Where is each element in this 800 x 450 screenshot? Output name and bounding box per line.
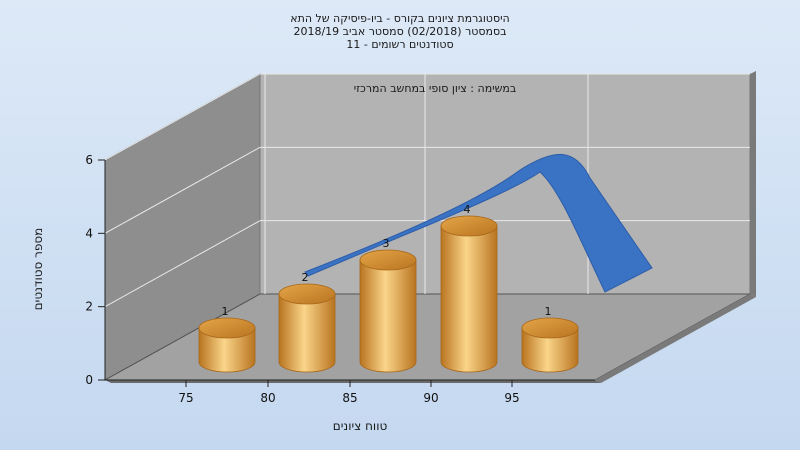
bar-data-label: 3 <box>383 237 390 250</box>
bar <box>198 327 256 373</box>
bar-top <box>278 283 336 305</box>
x-tick-label: 95 <box>504 391 519 405</box>
bar <box>521 327 579 373</box>
bar-data-label: 1 <box>545 305 552 318</box>
gridline-side <box>104 220 261 308</box>
gridline-side <box>104 73 261 161</box>
y-tick-label: 6 <box>85 153 93 167</box>
x-tick-label: 80 <box>260 391 275 405</box>
chart-title-line-3: סטודנטים רשומים - 11 <box>346 38 454 51</box>
x-tick-label: 90 <box>423 391 438 405</box>
bar <box>359 259 417 373</box>
floor-front-edge <box>105 380 601 383</box>
y-tick-label: 2 <box>85 300 93 314</box>
trend-ribbon <box>304 154 653 293</box>
y-axis-label: מספר סטודנטים <box>31 227 45 311</box>
y-tick-label: 0 <box>85 373 93 387</box>
x-tick-label: 75 <box>178 391 193 405</box>
bar-data-label: 4 <box>464 203 471 216</box>
chart-title-line-2: בסמסטר (02/2018) סמסטר אביב 2018/19 <box>293 25 507 38</box>
bar-top <box>198 317 256 339</box>
x-axis-label: טווח ציונים <box>332 419 388 433</box>
bar-data-label: 2 <box>302 271 309 284</box>
bar-top <box>359 249 417 271</box>
x-tick-label: 85 <box>342 391 357 405</box>
bar-data-label: 1 <box>222 305 229 318</box>
bar-top <box>521 317 579 339</box>
bar-top <box>440 215 498 237</box>
bar <box>440 225 498 373</box>
chart-subtitle: במשימה : ציון סופי במחשב המרכזי <box>353 82 517 95</box>
chart-title-line-1: היסטוגרמת ציונים בקורס - ביו-פיסיקה של ה… <box>290 12 510 25</box>
gridline-side <box>104 146 261 234</box>
bar <box>278 293 336 373</box>
back-wall-edge <box>750 71 756 297</box>
y-tick-label: 4 <box>85 226 93 240</box>
floor-edge <box>595 294 756 383</box>
